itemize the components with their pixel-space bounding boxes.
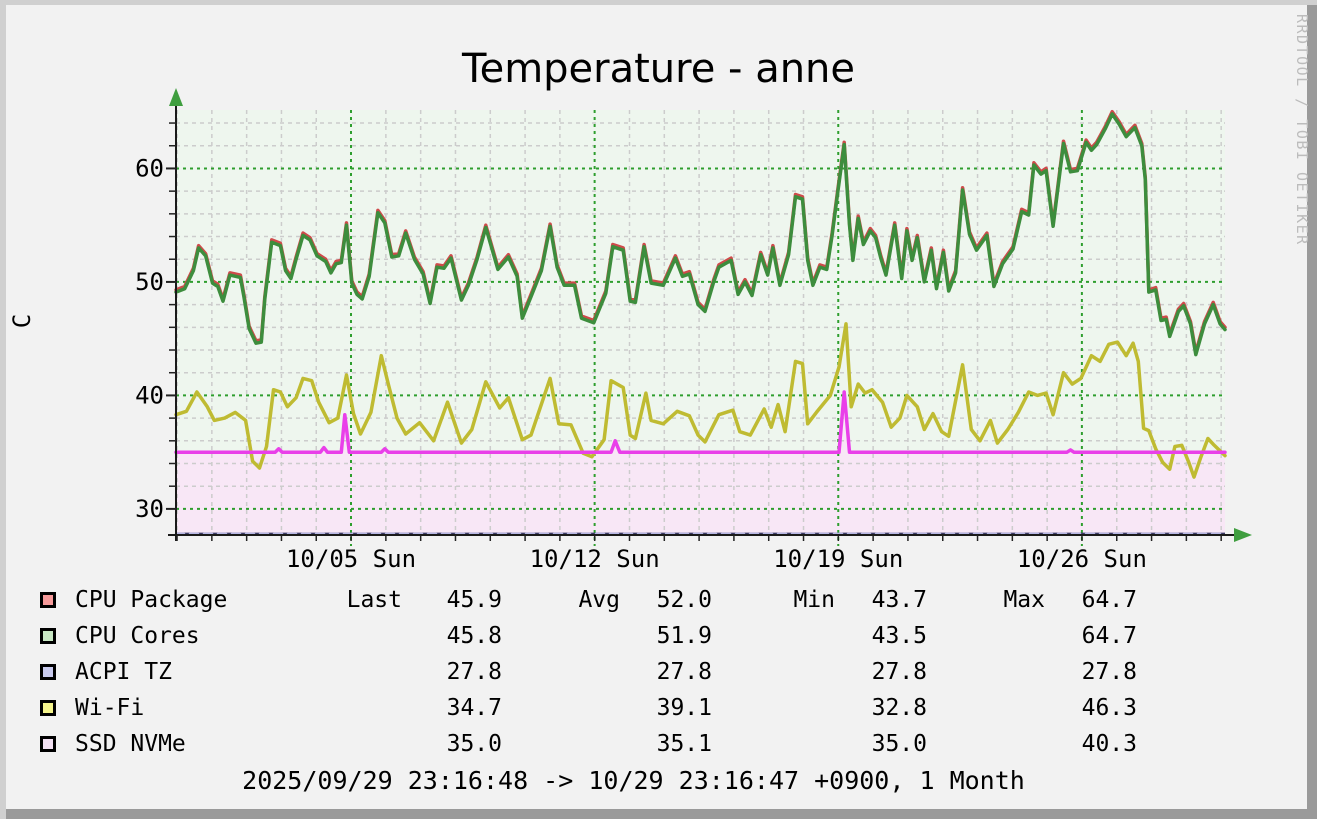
series-name: CPU Package: [75, 587, 228, 613]
series-name: ACPI TZ: [75, 659, 172, 685]
series-name: CPU Cores: [75, 623, 200, 649]
avg-value: 51.9: [656, 623, 712, 649]
temperature-chart: 30 40 50 60 10/05 Sun 10/12 Sun 10/19 Sun 10/26…: [135, 88, 1252, 573]
max-value: 46.3: [1081, 695, 1137, 721]
grid-minor: [176, 110, 1225, 535]
legend-row-wifi: Wi-Fi 34.7 39.1 32.8 46.3: [0, 690, 1317, 726]
min-value: 35.0: [871, 731, 927, 757]
min-value: 43.5: [871, 623, 927, 649]
wifi-swatch: [40, 700, 56, 716]
col-header-max: Max: [1003, 587, 1045, 613]
max-value: 64.7: [1081, 587, 1137, 613]
area-ssd-nvme: [176, 392, 1225, 535]
col-header-min: Min: [793, 587, 835, 613]
max-value: 64.7: [1081, 623, 1137, 649]
series-cpu-cores: [174, 112, 1227, 357]
x-axis-arrow-icon: [1234, 528, 1252, 542]
last-value: 45.8: [446, 623, 502, 649]
max-value: 27.8: [1081, 659, 1137, 685]
min-value: 27.8: [871, 659, 927, 685]
col-header-last: Last: [346, 587, 402, 613]
cpu-package-swatch: [40, 592, 56, 608]
x-tick-label: 10/26 Sun: [1017, 545, 1147, 573]
y-tick-label: 30: [135, 495, 164, 523]
time-range-caption: 2025/09/29 23:16:48 -> 10/29 23:16:47 +0…: [242, 766, 1025, 795]
avg-value: 27.8: [656, 659, 712, 685]
legend-row-cpu-package: CPU Package Last 45.9 Avg 52.0 Min 43.7 …: [0, 582, 1317, 618]
col-header-avg: Avg: [578, 587, 620, 613]
ssd-nvme-swatch: [40, 736, 56, 752]
max-value: 40.3: [1081, 731, 1137, 757]
series-ssd-nvme: [174, 390, 1227, 454]
y-tick-labels: 30 40 50 60: [135, 154, 164, 522]
acpi-tz-swatch: [40, 664, 56, 680]
last-value: 27.8: [446, 659, 502, 685]
x-tick-label: 10/12 Sun: [530, 545, 660, 573]
series-name: SSD NVMe: [75, 731, 186, 757]
legend: CPU Package Last 45.9 Avg 52.0 Min 43.7 …: [0, 582, 1317, 762]
series-wi-fi: [174, 322, 1227, 479]
x-tick-label: 10/05 Sun: [286, 545, 416, 573]
chart-title: Temperature - anne: [461, 46, 856, 92]
last-value: 45.9: [446, 587, 502, 613]
avg-value: 39.1: [656, 695, 712, 721]
avg-value: 52.0: [656, 587, 712, 613]
axes: [168, 96, 1238, 541]
legend-row-ssd-nvme: SSD NVMe 35.0 35.1 35.0 40.3: [0, 726, 1317, 762]
rrdtool-watermark: RRDTOOL / TOBI OETIKER: [1293, 14, 1311, 246]
legend-row-cpu-cores: CPU Cores 45.8 51.9 43.5 64.7: [0, 618, 1317, 654]
series-name: Wi-Fi: [75, 695, 145, 721]
y-axis-arrow-icon: [169, 88, 183, 106]
last-value: 34.7: [446, 695, 502, 721]
cpu-cores-swatch: [40, 628, 56, 644]
y-tick-label: 60: [135, 154, 164, 182]
min-value: 43.7: [871, 587, 927, 613]
last-value: 35.0: [446, 731, 502, 757]
legend-row-acpi-tz: ACPI TZ 27.8 27.8 27.8 27.8: [0, 654, 1317, 690]
x-tick-labels: 10/05 Sun 10/12 Sun 10/19 Sun 10/26 Sun: [286, 545, 1147, 573]
avg-value: 35.1: [656, 731, 712, 757]
tick-marks: [166, 122, 1222, 541]
y-tick-label: 40: [135, 381, 164, 409]
x-tick-label: 10/19 Sun: [773, 545, 903, 573]
min-value: 32.8: [871, 695, 927, 721]
y-tick-label: 50: [135, 268, 164, 296]
